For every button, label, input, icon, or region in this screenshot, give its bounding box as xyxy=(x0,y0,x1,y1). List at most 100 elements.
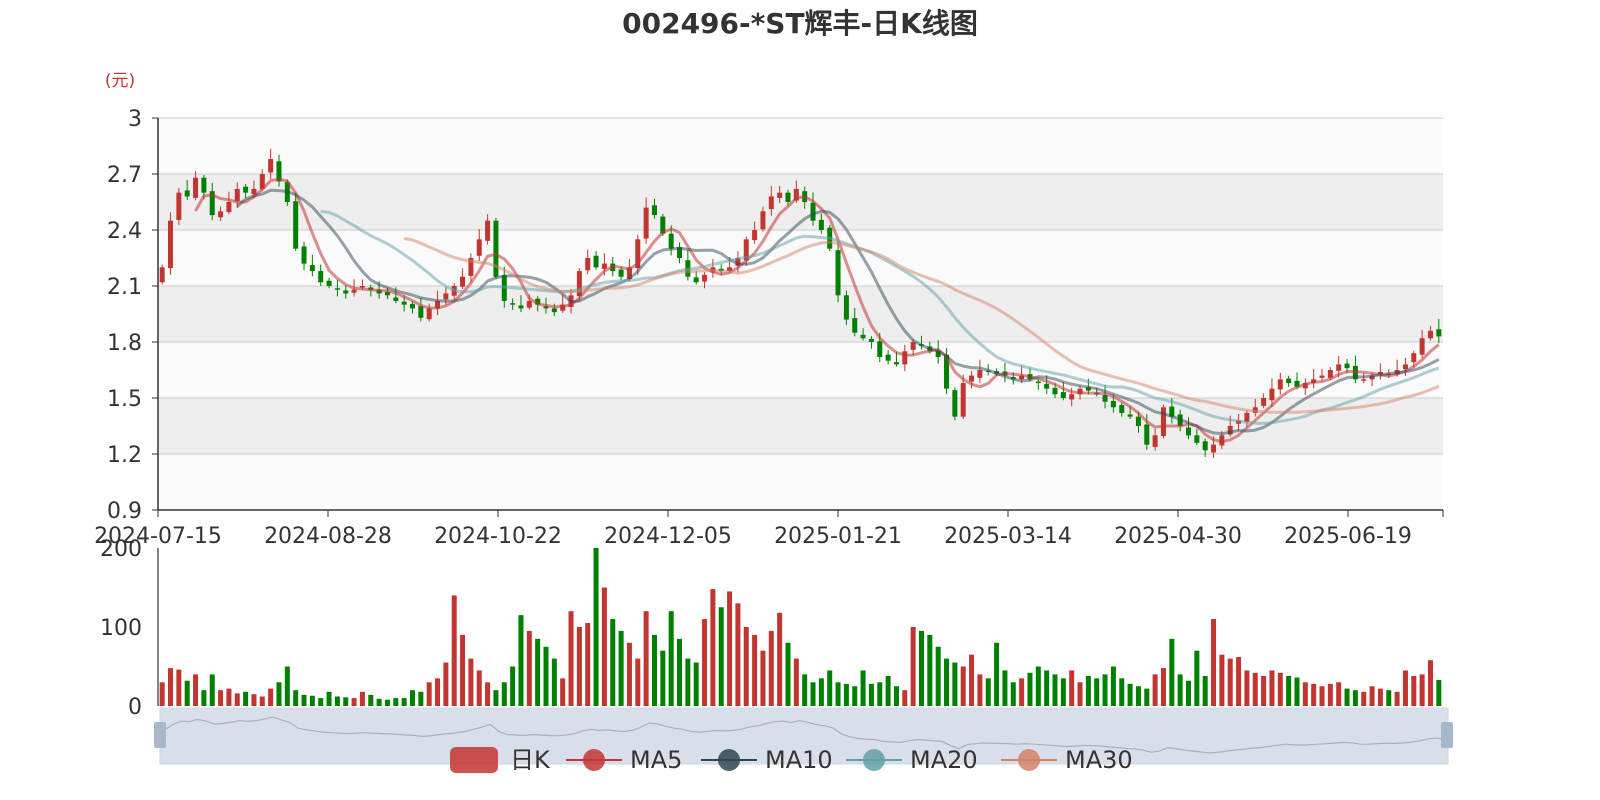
volume-bar xyxy=(960,666,966,706)
candle-down xyxy=(1194,435,1200,443)
volume-bar xyxy=(476,670,482,706)
candle-up xyxy=(1336,364,1342,371)
candle-up xyxy=(702,274,708,282)
candle-down xyxy=(401,301,407,305)
volume-bar xyxy=(818,678,824,706)
volume-bar xyxy=(301,694,307,706)
volume-bar xyxy=(234,693,240,706)
candle-down xyxy=(293,201,299,249)
candle-down xyxy=(835,250,841,296)
volume-bar xyxy=(1394,691,1400,706)
candle-up xyxy=(626,267,632,279)
slider-left-handle-icon[interactable] xyxy=(154,722,166,748)
candle-down xyxy=(952,390,958,417)
volume-bar xyxy=(1119,678,1125,706)
candle-down xyxy=(1119,405,1125,413)
volume-bar xyxy=(843,683,849,706)
datazoom-slider[interactable] xyxy=(154,707,1453,765)
candle-up xyxy=(1069,394,1075,400)
price-tick-label: 2.1 xyxy=(107,275,142,300)
volume-bar xyxy=(1294,677,1300,706)
price-tick-label: 2.4 xyxy=(107,219,142,244)
volume-bar xyxy=(643,611,649,706)
volume-bar xyxy=(1277,672,1283,706)
volume-bar xyxy=(969,654,975,706)
volume-bar xyxy=(677,638,683,706)
candle-down xyxy=(418,306,424,318)
ma30-line xyxy=(403,237,1440,414)
volume-bar xyxy=(326,691,332,706)
volume-bar xyxy=(276,682,282,706)
volume-bar xyxy=(1419,674,1425,706)
volume-bar xyxy=(1085,675,1091,706)
candle-down xyxy=(893,362,899,365)
volume-bar xyxy=(1194,650,1200,706)
volume-bar xyxy=(760,650,766,706)
candle-down xyxy=(843,295,849,320)
legend-item-日k[interactable]: 日K xyxy=(450,746,551,774)
volume-bar xyxy=(551,658,557,706)
candle-down xyxy=(184,190,190,197)
volume-bar xyxy=(501,682,507,706)
candle-up xyxy=(226,202,232,213)
candle-legend-icon xyxy=(450,747,498,773)
volume-bar xyxy=(651,634,657,706)
volume-bar xyxy=(668,611,674,706)
candle-up xyxy=(1227,426,1233,435)
slider-right-handle-icon[interactable] xyxy=(1441,722,1453,748)
candle-up xyxy=(1427,330,1433,339)
candle-up xyxy=(902,351,908,365)
volume-bar xyxy=(334,696,340,706)
candle-down xyxy=(677,247,683,258)
volume-bar xyxy=(1336,682,1342,706)
candle-up xyxy=(735,258,741,266)
volume-bar xyxy=(1236,657,1242,706)
candle-down xyxy=(393,297,399,301)
volume-tick-label: 100 xyxy=(100,616,142,641)
volume-bar xyxy=(451,595,457,706)
volume-bar xyxy=(835,682,841,706)
candle-up xyxy=(259,174,265,189)
volume-bar xyxy=(827,670,833,706)
candle-down xyxy=(593,255,599,268)
volume-bar xyxy=(393,698,399,706)
candle-down xyxy=(318,271,324,283)
price-tick-label: 1.2 xyxy=(107,443,142,468)
volume-bar xyxy=(526,630,532,706)
volume-bar xyxy=(1019,678,1025,706)
candle-down xyxy=(1060,392,1066,398)
candle-down xyxy=(343,290,349,294)
date-tick-label: 2024-10-22 xyxy=(434,524,562,549)
volume-bar xyxy=(1402,670,1408,706)
legend-label: MA10 xyxy=(765,746,833,774)
volume-bar xyxy=(201,690,207,706)
candle-down xyxy=(1169,406,1175,417)
legend-item-ma30[interactable]: MA30 xyxy=(1001,746,1133,774)
legend-item-ma5[interactable]: MA5 xyxy=(566,746,682,774)
candle-down xyxy=(852,318,858,333)
ma5-legend-icon xyxy=(583,749,605,771)
candle-up xyxy=(1211,444,1217,453)
candle-down xyxy=(326,280,332,286)
legend-item-ma20[interactable]: MA20 xyxy=(846,746,978,774)
candle-up xyxy=(526,300,532,308)
volume-bar xyxy=(952,662,958,706)
volume-bar xyxy=(1344,688,1350,706)
candle-up xyxy=(176,192,182,220)
candle-down xyxy=(301,246,307,264)
candle-up xyxy=(960,383,966,417)
volume-bar xyxy=(1135,686,1141,706)
volume-bar xyxy=(1327,683,1333,706)
volume-bar xyxy=(1311,683,1317,706)
volume-bar xyxy=(893,686,899,706)
volume-bar xyxy=(251,694,257,706)
candle-down xyxy=(1085,387,1091,391)
volume-bar xyxy=(1110,666,1116,706)
chart-legend[interactable]: 日K MA5 MA10 MA20 MA30 xyxy=(450,746,1133,774)
volume-bar xyxy=(1186,680,1192,706)
volume-bar xyxy=(877,682,883,706)
candle-down xyxy=(660,216,666,234)
candle-up xyxy=(1277,379,1283,390)
volume-bar-series[interactable] xyxy=(159,548,1442,706)
legend-item-ma10[interactable]: MA10 xyxy=(701,746,833,774)
